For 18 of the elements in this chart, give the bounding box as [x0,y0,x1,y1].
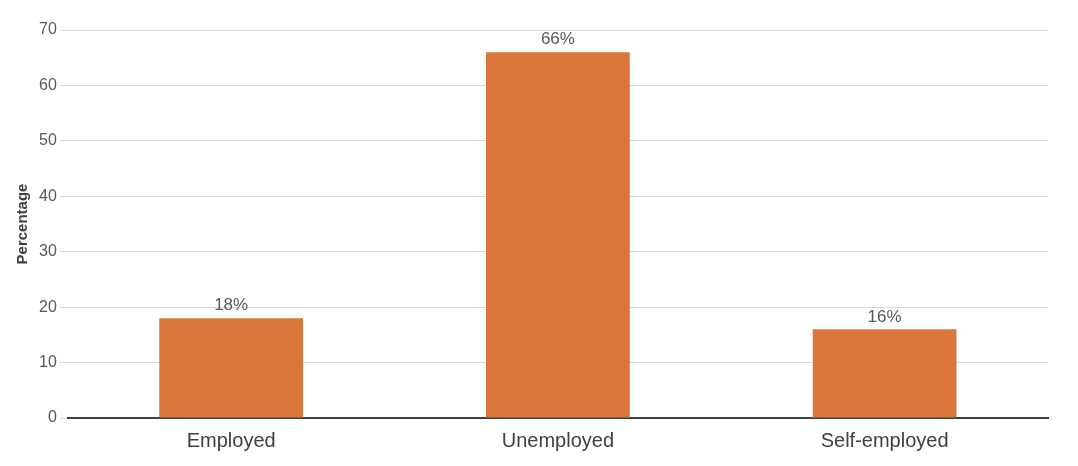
data-label: 16% [867,306,902,326]
data-label: 18% [214,295,249,315]
x-tick-label: Unemployed [501,428,615,451]
y-tick-label: 40 [39,186,57,204]
y-tick-label: 60 [39,75,57,93]
y-tick-label: 50 [39,131,57,149]
x-tick-label: Employed [186,428,276,451]
y-tick-label: 30 [39,242,57,260]
bar [812,329,957,418]
y-tick-label: 70 [39,20,57,38]
y-tick-label: 20 [39,297,57,315]
y-tick-label: 0 [47,408,57,426]
y-tick-label: 10 [39,352,57,370]
data-label: 66% [540,29,575,49]
bar [159,318,304,418]
y-axis-title: Percentage [13,183,31,265]
bar [486,52,630,418]
x-tick-label: Self-employed [820,428,949,451]
